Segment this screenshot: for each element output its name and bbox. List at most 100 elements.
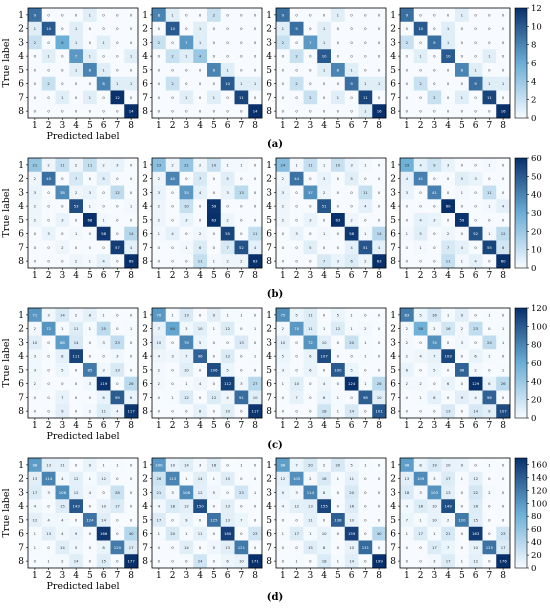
x-tick-label: 5 [335, 271, 341, 281]
colorbar-tick-label: 0 [531, 114, 536, 124]
cell-value: 3 [337, 259, 340, 264]
matrix-cell [248, 21, 263, 36]
cell-value: 0 [47, 259, 50, 264]
matrix-cell [413, 540, 428, 555]
matrix-cell [427, 540, 442, 555]
cell-value: 0 [282, 559, 285, 564]
cell-value: 124 [86, 517, 94, 522]
y-tick-label: 5 [266, 366, 272, 376]
cell-value: 2 [34, 326, 37, 331]
cell-value: 8 [337, 67, 340, 72]
colorbar-tick-label: 20 [531, 396, 542, 406]
cell-value: 0 [364, 176, 367, 181]
matrix-cell [276, 171, 291, 186]
x-tick-label: 6 [225, 571, 231, 581]
cell-value: 40 [377, 531, 382, 536]
matrix-cell [317, 349, 332, 364]
cell-value: 0 [116, 54, 119, 59]
cell-value: 11 [87, 162, 92, 167]
x-tick-label: 7 [239, 271, 245, 281]
cell-value: 0 [47, 354, 50, 359]
matrix-cell [165, 226, 180, 241]
cell-value: 10 [184, 204, 189, 209]
cell-value: 0 [295, 40, 298, 45]
y-tick-label: 8 [18, 557, 24, 567]
cell-value: 79 [184, 340, 189, 345]
cell-value: 111 [73, 354, 81, 359]
cell-value: 0 [323, 217, 326, 222]
matrix-cell [41, 321, 56, 336]
y-tick-label: 3 [142, 488, 148, 498]
cell-value: 0 [116, 109, 119, 114]
cell-value: 0 [406, 559, 409, 564]
matrix-cell [152, 471, 167, 486]
cell-value: 0 [199, 367, 202, 372]
matrix-cell [441, 335, 456, 350]
matrix-cell [496, 240, 511, 255]
cell-value: 0 [488, 217, 491, 222]
cell-value: 0 [185, 559, 188, 564]
matrix-cell [152, 49, 167, 64]
cell-value: 0 [171, 217, 174, 222]
matrix-cell [69, 185, 84, 200]
cell-value: 2 [34, 381, 37, 386]
cell-value: 8 [89, 67, 92, 72]
cell-value: 0 [61, 231, 64, 236]
matrix-cell [69, 49, 84, 64]
matrix-cell [331, 240, 346, 255]
cell-value: 113 [169, 476, 177, 481]
matrix-cell [413, 363, 428, 378]
matrix-cell [124, 376, 139, 391]
matrix-cell [455, 8, 470, 23]
matrix-cell [427, 499, 442, 514]
cell-value: 0 [34, 259, 37, 264]
matrix-cell [83, 404, 98, 419]
cell-value: 0 [447, 12, 450, 17]
matrix-cell [372, 485, 387, 500]
cell-value: 0 [102, 190, 105, 195]
cell-value: 108 [59, 490, 67, 495]
matrix-cell [289, 21, 304, 36]
matrix-cell [69, 199, 84, 214]
matrix-cell [413, 90, 428, 105]
matrix-cell [427, 335, 442, 350]
cell-value: 0 [47, 40, 50, 45]
cell-value: 7 [447, 245, 450, 250]
cell-value: 0 [213, 409, 216, 414]
cell-value: 0 [34, 395, 37, 400]
cell-value: 0 [378, 354, 381, 359]
cell-value: 22 [473, 490, 478, 495]
panel-frame [275, 7, 387, 119]
colorbar-tick-label: 8 [531, 41, 536, 51]
confusion-matrix-panel: 70 1 13 0 9 1 1 07 64 3 10 1 12 0 110 0 79 5 0 0 13 04 3 7 96 0 12… [142, 307, 263, 431]
cell-value: 8 [61, 354, 64, 359]
cell-value: 0 [89, 81, 92, 86]
matrix-cell [69, 376, 84, 391]
cell-value: 0 [116, 67, 119, 72]
y-tick-label: 4 [18, 202, 24, 212]
cell-value: 0 [102, 109, 105, 114]
y-tick-label: 2 [142, 25, 148, 35]
cell-value: 10 [184, 367, 189, 372]
matrix-cell [124, 226, 139, 241]
cell-value: 0 [130, 312, 133, 317]
matrix-cell [427, 104, 442, 119]
cell-value: 1 [171, 12, 174, 17]
cell-value: 20 [308, 462, 313, 467]
cell-value: 4 [61, 531, 64, 536]
cell-value: 12 [211, 395, 216, 400]
cell-value: 0 [75, 81, 78, 86]
cell-value: 12 [115, 190, 120, 195]
cell-value: 0 [240, 367, 243, 372]
cell-value: 0 [89, 340, 92, 345]
cell-value: 96 [404, 462, 409, 467]
matrix-cell [276, 471, 291, 486]
cell-value: 0 [364, 54, 367, 59]
matrix-cell [372, 213, 387, 228]
cell-value: 13 [239, 340, 244, 345]
cell-value: 1 [406, 531, 409, 536]
matrix-cell [234, 404, 249, 419]
cell-value: 3 [419, 490, 422, 495]
cell-value: 0 [116, 259, 119, 264]
cell-value: 0 [337, 545, 340, 550]
